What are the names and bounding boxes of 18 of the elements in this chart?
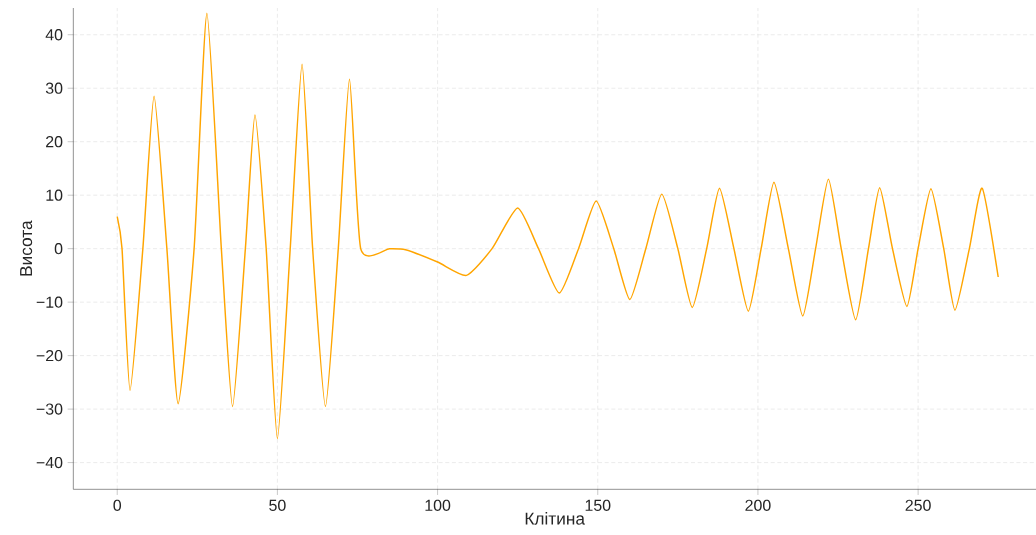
x-axis-title: Клітина (525, 512, 585, 525)
x-tick-label: 50 (269, 499, 286, 512)
y-tick-label: 40 (45, 29, 63, 41)
y-tick-label: −20 (36, 350, 63, 362)
y-tick-label: 10 (46, 189, 63, 201)
x-tick-label: 0 (113, 499, 122, 512)
x-tick-label: 100 (425, 499, 451, 512)
line-series (116, 12, 999, 440)
y-tick-label: 30 (45, 82, 63, 95)
y-tick-label: 0 (54, 243, 63, 255)
y-tick-label: −10 (36, 296, 63, 308)
x-tick-label: 250 (905, 499, 931, 512)
y-tick-label: −40 (36, 457, 63, 469)
y-tick-label: 20 (46, 136, 63, 148)
y-tick-label: −30 (36, 403, 63, 415)
y-axis-title: Висота (20, 220, 33, 276)
x-tick-label: 200 (745, 499, 771, 512)
x-tick-label: 150 (585, 499, 611, 512)
